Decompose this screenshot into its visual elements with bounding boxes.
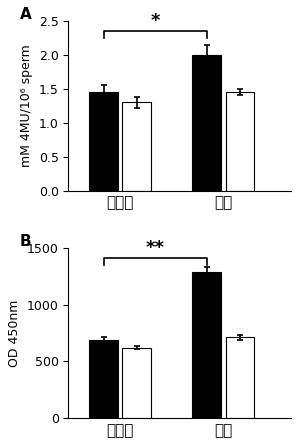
Text: *: *	[150, 12, 160, 30]
Text: A: A	[20, 7, 31, 22]
Bar	[89, 92, 118, 190]
Y-axis label: OD 450nm: OD 450nm	[8, 299, 21, 367]
Bar	[89, 340, 118, 418]
Text: **: **	[146, 240, 165, 257]
Text: B: B	[20, 235, 31, 249]
Bar	[225, 338, 254, 418]
Bar	[193, 272, 222, 418]
Bar	[225, 92, 254, 190]
Bar	[193, 55, 222, 190]
Bar	[122, 347, 151, 418]
Y-axis label: mM 4MU/10⁶ sperm: mM 4MU/10⁶ sperm	[20, 44, 33, 167]
Bar	[122, 102, 151, 190]
